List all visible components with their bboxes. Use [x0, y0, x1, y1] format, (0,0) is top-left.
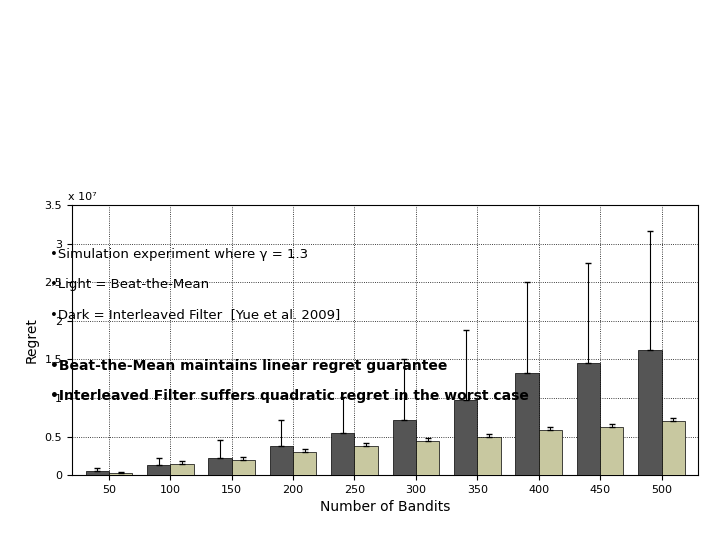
- Bar: [516, 373, 539, 475]
- Bar: [577, 363, 600, 475]
- Text: •Light = Beat-the-Mean: •Light = Beat-the-Mean: [50, 278, 210, 291]
- Bar: [208, 458, 232, 475]
- Bar: [232, 460, 255, 475]
- Bar: [331, 433, 354, 475]
- Bar: [416, 441, 439, 475]
- Bar: [147, 465, 170, 475]
- Bar: [109, 473, 132, 475]
- Text: x 10⁷: x 10⁷: [68, 192, 97, 202]
- Bar: [662, 421, 685, 475]
- Bar: [293, 452, 316, 475]
- Bar: [270, 446, 293, 475]
- Text: •Simulation experiment where γ = 1.3: •Simulation experiment where γ = 1.3: [50, 248, 309, 261]
- Bar: [86, 471, 109, 475]
- X-axis label: Number of Bandits: Number of Bandits: [320, 501, 451, 515]
- Bar: [600, 427, 624, 475]
- Y-axis label: Regret: Regret: [25, 318, 39, 363]
- Bar: [638, 350, 662, 475]
- Text: •Beat-the-Mean maintains linear regret guarantee: •Beat-the-Mean maintains linear regret g…: [50, 359, 448, 373]
- Bar: [392, 420, 416, 475]
- Bar: [539, 430, 562, 475]
- Bar: [477, 437, 500, 475]
- Bar: [354, 446, 378, 475]
- Text: •Dark = Interleaved Filter  [Yue et al. 2009]: •Dark = Interleaved Filter [Yue et al. 2…: [50, 308, 341, 321]
- Bar: [454, 400, 477, 475]
- Bar: [170, 464, 194, 475]
- Text: •Interleaved Filter suffers quadratic regret in the worst case: •Interleaved Filter suffers quadratic re…: [50, 389, 529, 403]
